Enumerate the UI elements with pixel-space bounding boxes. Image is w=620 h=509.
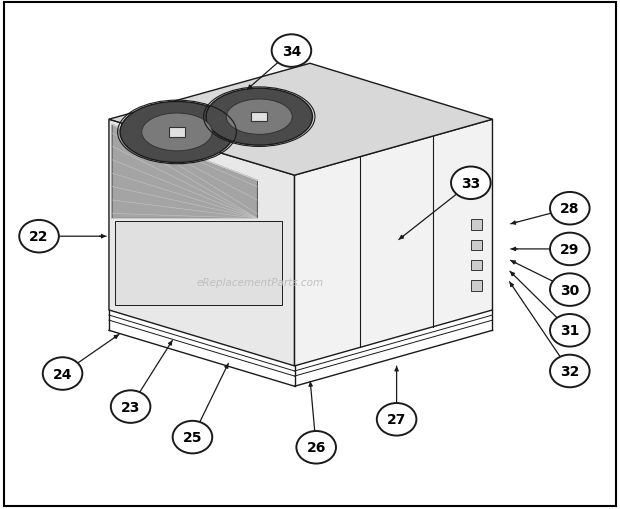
Circle shape bbox=[550, 315, 590, 347]
Circle shape bbox=[377, 403, 417, 436]
Bar bbox=[471, 220, 482, 230]
Text: 22: 22 bbox=[29, 230, 49, 244]
Text: 31: 31 bbox=[560, 324, 580, 337]
Circle shape bbox=[43, 357, 82, 390]
Circle shape bbox=[296, 431, 336, 464]
Polygon shape bbox=[112, 125, 257, 219]
Ellipse shape bbox=[226, 100, 292, 135]
Circle shape bbox=[550, 355, 590, 387]
Text: 34: 34 bbox=[281, 44, 301, 59]
FancyBboxPatch shape bbox=[251, 112, 267, 122]
Ellipse shape bbox=[120, 102, 234, 163]
Bar bbox=[471, 261, 482, 271]
Polygon shape bbox=[115, 221, 282, 305]
Text: 24: 24 bbox=[53, 367, 73, 381]
Ellipse shape bbox=[206, 89, 312, 146]
Text: 28: 28 bbox=[560, 202, 580, 216]
Text: 33: 33 bbox=[461, 177, 480, 190]
Text: 27: 27 bbox=[387, 412, 406, 427]
Circle shape bbox=[19, 220, 59, 253]
Text: 25: 25 bbox=[183, 430, 202, 444]
Bar bbox=[471, 281, 482, 291]
Circle shape bbox=[550, 233, 590, 266]
Circle shape bbox=[550, 274, 590, 306]
Circle shape bbox=[172, 421, 212, 454]
Text: 26: 26 bbox=[306, 440, 326, 455]
Polygon shape bbox=[294, 120, 492, 366]
Polygon shape bbox=[109, 64, 492, 176]
Text: 23: 23 bbox=[121, 400, 140, 414]
FancyBboxPatch shape bbox=[169, 128, 185, 137]
Bar bbox=[471, 240, 482, 250]
Text: eReplacementParts.com: eReplacementParts.com bbox=[197, 277, 324, 288]
Circle shape bbox=[451, 167, 490, 200]
Text: 32: 32 bbox=[560, 364, 580, 378]
Text: 30: 30 bbox=[560, 283, 580, 297]
Circle shape bbox=[111, 390, 151, 423]
Circle shape bbox=[272, 35, 311, 68]
Circle shape bbox=[550, 192, 590, 225]
Ellipse shape bbox=[142, 114, 212, 152]
Text: 29: 29 bbox=[560, 242, 580, 257]
Polygon shape bbox=[109, 120, 294, 366]
